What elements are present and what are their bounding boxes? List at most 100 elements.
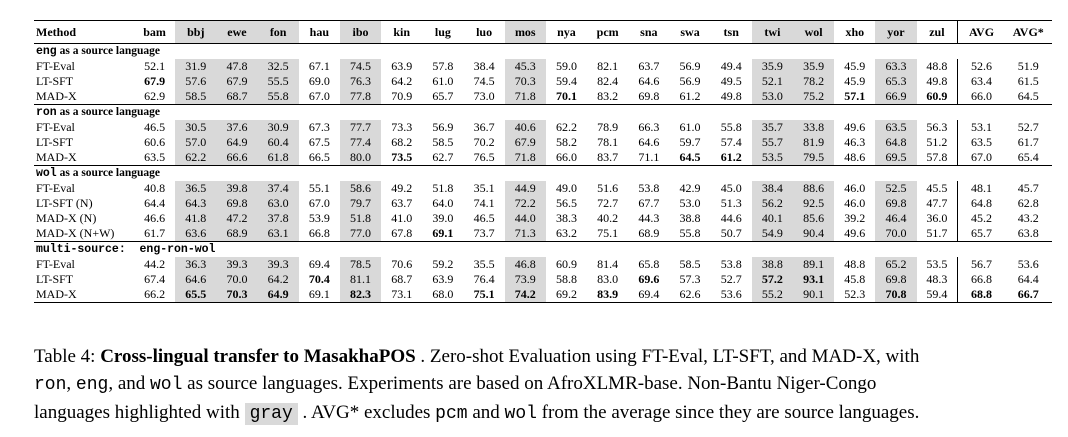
row-method-label: MAD-X (N) [36,211,97,225]
cell-fon: 63.0 [257,196,299,211]
table-row: LT-SFT 67.9 57.6 67.9 55.5 69.0 76.3 64.2 61.0 74… [34,74,1052,89]
cell-lug: 57.8 [432,59,454,73]
column-header-twi: twi [751,20,793,44]
caption-code-ron: ron [34,375,67,395]
cell-wol: 79.5 [793,150,835,166]
caption-text-comma: , [66,373,76,394]
cell-yor: 64.8 [875,135,917,150]
cell-pcm: 83.9 [587,287,629,303]
cell-xho: 46.0 [844,181,866,195]
cell-swa: 53.0 [679,196,701,210]
cell-pcm: 83.7 [597,150,619,164]
cell-fon: 64.9 [257,287,299,303]
cell-pcm: 81.4 [597,257,619,271]
cell-fon: 60.4 [257,135,299,150]
cell-bam: 66.2 [134,287,176,303]
cell-luo: 74.1 [473,196,495,210]
cell-ibo: 79.7 [339,196,382,211]
cell-mos: 71.3 [504,226,546,242]
cell-mos: 67.9 [504,135,546,150]
cell-lug: 56.9 [432,120,454,134]
cell-pcm: 72.7 [597,196,619,210]
cell-fon: 63.1 [257,226,299,242]
table-row: LT-SFT 67.4 64.6 70.0 64.2 70.4 81.1 68.7 63.9 76… [34,272,1052,287]
cell-bbj: 63.6 [175,226,217,242]
cell-pcm: 83.0 [597,272,619,286]
caption-text-5: from the average since they are source l… [536,402,920,423]
cell-zul: 53.5 [926,257,948,271]
cell-zul: 48.3 [926,272,948,286]
cell-ewe: 39.8 [216,181,258,196]
cell-tsn: 49.4 [720,59,742,73]
cell-twi: 53.0 [751,89,793,105]
cell-avg: 63.4 [957,74,1005,89]
column-header-lug: lug [422,20,464,44]
caption-code-pcm: pcm [435,404,468,424]
cell-wol: 85.6 [793,211,835,226]
cell-kin: 73.5 [391,150,413,164]
cell-xho: 45.9 [844,74,866,88]
cell-lug: 51.8 [432,181,454,195]
cell-sna: 69.6 [638,272,660,286]
cell-swa: 64.5 [679,150,701,164]
cell-fon: 32.5 [257,59,299,74]
cell-zul: 57.8 [926,150,948,164]
cell-nya: 70.1 [555,89,577,103]
cell-hau: 70.4 [308,272,330,286]
cell-pcm: 51.6 [597,181,619,195]
cell-tsn: 61.2 [720,150,742,164]
cell-luo: 35.5 [473,257,495,271]
cell-sna: 44.3 [638,211,660,225]
cell-bam: 62.9 [144,89,166,103]
cell-ewe: 66.6 [216,150,258,166]
cell-pcm: 83.2 [597,89,619,103]
cell-mos: 71.8 [504,150,546,166]
cell-xho: 39.2 [844,211,866,225]
column-header-avg: AVG [957,20,1005,44]
table-row: FT-Eval 46.5 30.5 37.6 30.9 67.3 77.7 73.3 56.9 3… [34,120,1052,135]
cell-swa: 38.8 [679,211,701,225]
column-header-xho: xho [834,20,876,44]
cell-kin: 63.7 [391,196,413,210]
group-header-row: eng as a source language [34,43,1052,59]
cell-nya: 49.0 [555,181,577,195]
cell-xho: 52.3 [834,287,876,303]
cell-mos: 46.8 [504,257,546,272]
cell-wol: 93.1 [793,272,835,287]
cell-ibo: 77.4 [339,135,382,150]
caption-code-eng: eng [75,375,109,395]
cell-bbj: 57.6 [175,74,217,89]
cell-nya: 58.2 [555,135,577,149]
cell-twi: 55.7 [751,135,793,150]
cell-xho: 48.8 [844,257,866,271]
cell-swa: 56.9 [679,59,701,73]
cell-tsn: 53.6 [710,287,752,303]
cell-xho: 57.1 [844,89,866,103]
results-table-container: Method bam bbj ewe fon hau ibo kin lug luo mos nya p… [34,20,1052,303]
cell-luo: 35.1 [473,181,495,195]
column-header-nya: nya [545,20,588,44]
cell-avg-star: 45.7 [1017,181,1039,195]
table-row: FT-Eval 52.1 31.9 47.8 32.5 67.1 74.5 63.9 57.8 3… [34,59,1052,74]
cell-ewe: 39.3 [216,257,258,272]
cell-lug: 58.5 [432,135,454,149]
table-row: FT-Eval 40.8 36.5 39.8 37.4 55.1 58.6 49.2 51.8 3… [34,181,1052,196]
cell-xho: 46.0 [844,196,866,210]
cell-bbj: 58.5 [175,89,217,105]
cell-ibo: 81.1 [339,272,382,287]
group-header-row: wol as a source language [34,165,1052,181]
cell-hau: 69.4 [308,257,330,271]
cell-kin: 70.9 [391,89,413,103]
cell-lug: 69.1 [432,226,454,240]
cell-fon: 37.4 [257,181,299,196]
cell-hau: 67.1 [308,59,330,73]
cell-ewe: 69.8 [216,196,258,211]
cell-zul: 48.8 [926,59,948,73]
group-header-row: multi-source: eng-ron-wol [34,241,1052,257]
cell-tsn: 52.7 [720,272,742,286]
cell-tsn: 53.8 [720,257,742,271]
cell-ewe: 68.7 [216,89,258,105]
caption-gray-swatch: gray [244,403,298,425]
column-header-zul: zul [916,20,958,44]
cell-xho: 49.6 [844,120,866,134]
